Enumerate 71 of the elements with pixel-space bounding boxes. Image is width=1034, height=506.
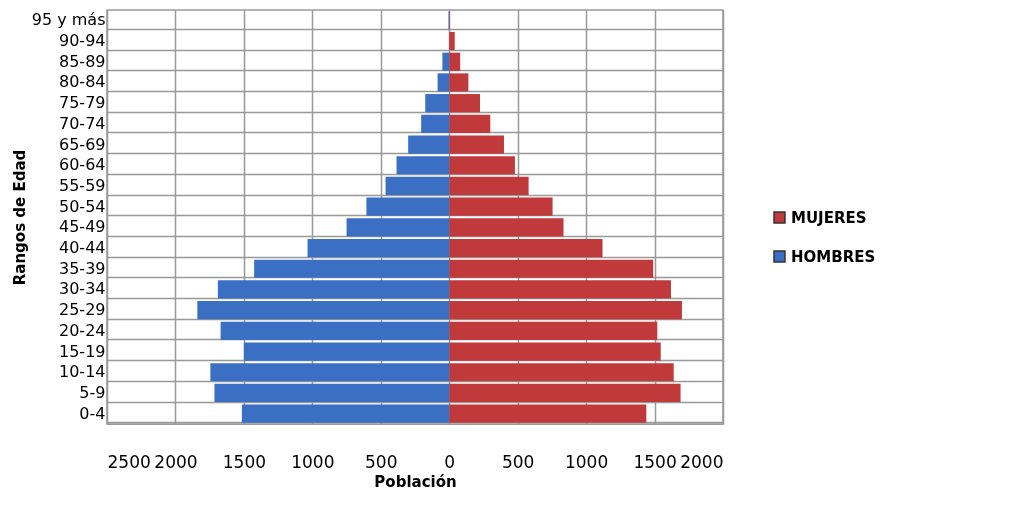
y-tick-label: 50-54 — [59, 196, 106, 216]
y-tick-label: 10-14 — [59, 362, 106, 382]
y-axis-title: Rangos de Edad — [10, 149, 29, 286]
bar — [421, 114, 450, 133]
bar — [197, 301, 450, 320]
y-tick-label: 75-79 — [59, 93, 106, 113]
bar — [214, 383, 450, 403]
bar — [307, 238, 450, 258]
bar — [210, 363, 450, 382]
bar — [425, 94, 450, 113]
x-tick-label: 1500 — [633, 451, 677, 472]
bar — [449, 135, 504, 154]
bar — [385, 176, 450, 196]
y-tick-label: 85-89 — [59, 51, 106, 71]
bar — [449, 73, 469, 92]
y-tick-label: 55-59 — [59, 175, 106, 195]
x-axis-title: Población — [374, 472, 457, 491]
bar — [449, 342, 661, 361]
x-tick-label: 1500 — [222, 451, 267, 472]
y-tick-label: 95 y más — [31, 10, 106, 30]
bar — [449, 31, 455, 51]
y-tick-label: 65-69 — [59, 134, 106, 154]
x-tick-label: 2000 — [680, 451, 724, 472]
y-tick-label: 70-74 — [59, 113, 106, 133]
y-tick-label: 80-84 — [59, 72, 106, 92]
legend-label: HOMBRES — [791, 247, 876, 266]
y-tick-label: 0-4 — [79, 403, 106, 423]
bar — [408, 135, 450, 154]
x-tick-label: 2000 — [154, 451, 198, 472]
x-tick-label: 2500 — [107, 451, 151, 472]
bar — [449, 404, 647, 423]
bar — [243, 342, 450, 361]
bar — [449, 218, 564, 237]
bar — [449, 94, 481, 113]
bar — [449, 238, 603, 258]
y-tick-label: 15-19 — [59, 341, 106, 361]
x-tick-label: 500 — [365, 451, 398, 472]
bar — [217, 280, 450, 299]
x-tick-label: 500 — [501, 451, 535, 472]
x-tick-label: 1000 — [564, 451, 609, 472]
bar — [437, 73, 450, 92]
bar — [220, 321, 450, 340]
y-tick-label: 25-29 — [59, 300, 106, 320]
bar — [449, 176, 529, 196]
bar — [254, 259, 450, 278]
y-tick-label: 5-9 — [79, 382, 106, 402]
y-tick-label: 90-94 — [59, 31, 106, 51]
bar — [449, 321, 658, 340]
bar — [366, 197, 450, 216]
bar — [442, 52, 450, 71]
bar — [449, 197, 553, 216]
legend-label: MUJERES — [791, 208, 867, 227]
bar — [449, 280, 671, 299]
y-tick-label: 60-64 — [59, 155, 106, 175]
x-tick-label: 0 — [444, 451, 456, 472]
y-tick-label: 45-49 — [59, 217, 106, 237]
bar — [241, 404, 450, 423]
bar — [449, 259, 654, 278]
bar — [449, 363, 674, 382]
bar — [346, 218, 450, 237]
bar — [449, 383, 681, 403]
y-tick-label: 20-24 — [59, 320, 106, 340]
bar — [449, 301, 682, 320]
y-tick-label: 30-34 — [59, 279, 106, 299]
x-tick-label: 1000 — [291, 451, 335, 472]
bar — [449, 156, 515, 175]
y-tick-label: 35-39 — [59, 258, 106, 278]
bar — [396, 156, 450, 175]
bar — [449, 52, 461, 71]
bar — [449, 114, 491, 133]
y-tick-label: 40-44 — [59, 238, 106, 258]
